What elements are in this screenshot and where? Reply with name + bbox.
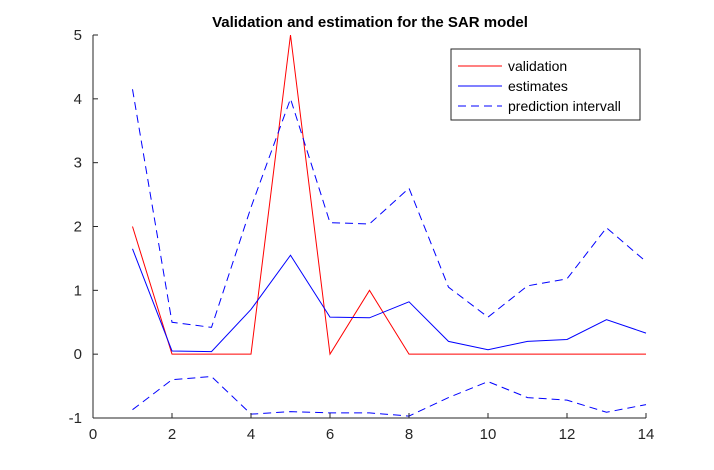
series-layer xyxy=(132,34,647,417)
y-tick-label: 4 xyxy=(74,91,82,108)
y-tick-label: 1 xyxy=(74,282,82,299)
x-tick-label: 14 xyxy=(638,426,655,443)
y-tick-label: 2 xyxy=(74,219,82,236)
y-ticks: -1 0 1 2 3 4 5 xyxy=(69,27,98,427)
x-tick-label: 0 xyxy=(89,426,97,443)
x-tick-label: 4 xyxy=(247,426,255,443)
legend-label-prediction-intervall: prediction intervall xyxy=(508,98,621,114)
legend: validation estimates prediction interval… xyxy=(450,48,641,121)
y-tick-label: -1 xyxy=(69,410,82,427)
series-line-validation xyxy=(132,34,646,356)
x-ticks: 0 2 4 6 8 10 12 14 xyxy=(89,413,655,443)
chart-title: Validation and estimation for the SAR mo… xyxy=(212,14,528,31)
series-line-estimates xyxy=(132,248,647,353)
x-tick-label: 8 xyxy=(405,426,413,443)
legend-label-estimates: estimates xyxy=(508,78,568,94)
x-tick-label: 2 xyxy=(168,426,176,443)
y-tick-label: 5 xyxy=(74,27,82,44)
x-tick-label: 10 xyxy=(480,426,497,443)
legend-label-validation: validation xyxy=(508,58,567,74)
y-tick-label: 3 xyxy=(74,155,82,172)
series-line-prediction-interval-lower xyxy=(132,375,647,417)
y-tick-label: 0 xyxy=(74,346,82,363)
x-tick-label: 12 xyxy=(559,426,576,443)
x-tick-label: 6 xyxy=(326,426,334,443)
legend-box xyxy=(450,48,641,121)
series-line-prediction-intervall xyxy=(132,89,647,328)
